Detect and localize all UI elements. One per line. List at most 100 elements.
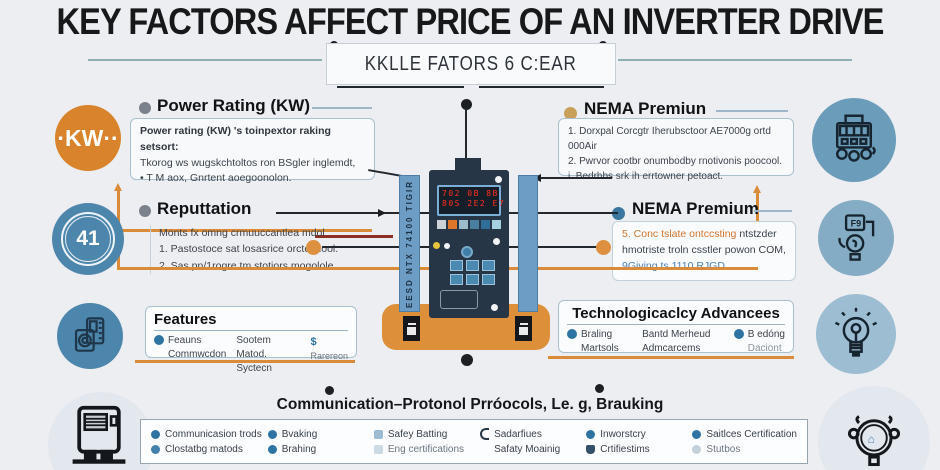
arrow-up-icon: [753, 185, 761, 193]
divider: [618, 59, 852, 61]
orange-underline: [548, 356, 794, 359]
gear-dot-icon: [154, 335, 164, 345]
heading-rule: [716, 110, 788, 112]
power-rating-note: Power rating (KW) 's toinpextor raking s…: [130, 118, 375, 184]
page-title: KEY FACTORS AFFECT PRICE OF AN INVERTER …: [56, 1, 885, 42]
blue-dot-icon: [151, 444, 160, 454]
list-item: Stutbos: [706, 443, 741, 455]
device-left-rail: EESD NTX 74100 TIGIR: [399, 175, 420, 312]
list-item: Safaty Moainig: [494, 444, 561, 455]
list-item: Clostatbg matods: [165, 443, 243, 455]
list-column: Bvaking Brahing: [267, 429, 368, 455]
tech-panel: Technologicaclcy Advancees Braling Marts…: [558, 300, 794, 356]
protocol-list: Communicasion trods Clostatbg matods Bva…: [140, 419, 808, 464]
tech-item-text: Bantd Merheud Admcarcems: [642, 329, 711, 354]
list-column: Communicasion trods Clostatbg matods: [151, 429, 262, 455]
reputation-badge-text: 41: [65, 216, 111, 262]
section-heading-nema-premium: NEMA Premium: [632, 199, 759, 218]
controller-icon: [74, 317, 105, 352]
inverter-drive-body: 702 0B 8B 80S 2E2 E7: [429, 170, 509, 318]
dot-marker: [595, 384, 604, 393]
tech-item: B edóng Daciont: [733, 328, 785, 356]
bullet-icon: [139, 102, 151, 114]
tech-heading: Technologicaclcy Advancees: [567, 305, 785, 325]
square-icon: [373, 429, 383, 439]
feature-item: Sootem Matod. Syctecn: [236, 334, 300, 376]
svg-text:⌂: ⌂: [868, 433, 875, 446]
orange-node: [306, 240, 321, 255]
screw-dot: [444, 243, 450, 249]
feature-item: $ Rarereon: [310, 334, 348, 376]
badge-ring: 41: [61, 212, 115, 266]
nema-premiun-note: 1. Dorxpal Corcgtr Iherubsctoor AE7000g …: [558, 118, 794, 182]
screw-dot: [493, 238, 500, 245]
subtitle-box: KKLLE FATORS 6 C:EAR: [326, 43, 616, 85]
rail-label: EESD NTX 74100 TIGIR: [405, 179, 414, 308]
blue-dot-icon: [586, 429, 596, 439]
connector-line: [540, 177, 612, 179]
arrow-up-icon: [114, 183, 122, 191]
list-item: Inworstcry: [600, 428, 646, 440]
note-line: 1. Pastostoce sat losasrice orcterclool.: [159, 243, 339, 256]
bullet-icon: [139, 205, 151, 217]
f9-device-icon: F9: [838, 214, 875, 261]
blue-dot-icon: [267, 429, 277, 439]
features-heading: Features: [154, 311, 348, 331]
round-button: [461, 246, 473, 258]
list-column: Sadarfiues Safaty Moainig: [480, 428, 580, 455]
tech-item-text: B edóng Daciont: [747, 329, 785, 354]
heading-rule: [312, 107, 372, 109]
top-node: [461, 99, 472, 110]
display-row: 702 0B 8B: [442, 189, 499, 198]
f9-circle: F9: [818, 200, 894, 276]
feature-item-text: Feauns Commwcdon: [168, 335, 227, 360]
arrow-right-icon: [378, 209, 386, 217]
feature-item-text: $ Rarereon: [310, 336, 348, 362]
dollar-icon: $: [310, 336, 317, 348]
blue-dot-icon: [692, 429, 702, 439]
list-column: Inworstcry Crtifiestims: [586, 429, 686, 455]
blue-dot-icon: [151, 429, 160, 439]
subtitle-text: KKLLE FATORS 6 C:EAR: [365, 52, 577, 75]
bullet-icon: [612, 207, 625, 220]
features-panel: Features Feauns Commwcdon Sootem Matod. …: [145, 306, 357, 374]
display-row: 80S 2E2 E7: [442, 199, 506, 208]
orange-node: [596, 240, 611, 255]
features-circle: [57, 303, 123, 369]
list-item: Eng certifications: [387, 443, 465, 455]
bottom-node: [461, 354, 473, 366]
orange-underline: [120, 229, 372, 232]
heading-rule: [754, 210, 792, 212]
phone-curve-icon: [480, 428, 490, 440]
stem-line: [465, 109, 467, 161]
note-line: 5. Conc tslate ontccsting ntstzder: [622, 228, 777, 240]
list-column: Saitlces Certification Stutbos: [692, 429, 797, 455]
note-line: 2. Pwrvor cootbr onumbodby rnotivonis po…: [568, 156, 783, 167]
cabinet-circle: [812, 98, 896, 182]
yellow-led: [433, 242, 440, 249]
led-display: 702 0B 8B 80S 2E2 E7: [437, 185, 506, 216]
bulb-circle: [816, 294, 896, 374]
note-line: • T M aox, Gnrtent aoegoonolon.: [140, 172, 292, 185]
divider: [88, 59, 322, 61]
svg-text:F9: F9: [851, 218, 862, 228]
terminal-block: [403, 316, 420, 341]
section-heading-power-rating: Power Rating (KW): [157, 96, 310, 115]
section-heading-reputation: Reputtation: [157, 199, 252, 218]
card-slot: [440, 290, 478, 309]
reputation-badge: 41: [52, 203, 124, 275]
list-column: Safey Batting Eng certifications: [373, 428, 474, 455]
note-line: hmotriste troln csstler powon COM,: [622, 243, 786, 256]
blue-dot-icon: [267, 444, 277, 454]
lightbulb-icon: [834, 307, 878, 357]
list-item: Safey Batting: [387, 428, 448, 440]
button-row: [437, 220, 501, 229]
blue-dot-icon: [733, 329, 744, 339]
kw-badge-text: ·KW··: [57, 124, 119, 151]
feature-item: Feauns Commwcdon: [154, 334, 226, 376]
note-line: Tkorog ws wugskchtoltos ron BSgler ingle…: [140, 156, 356, 169]
gray-dot-icon: [692, 444, 702, 454]
note-line: i. Bedrhbs srk ih errtowner petoact.: [568, 171, 724, 182]
screw-dot: [491, 304, 498, 311]
note-line: Monts fx omng crmuuccantlea mdol: [159, 227, 325, 239]
